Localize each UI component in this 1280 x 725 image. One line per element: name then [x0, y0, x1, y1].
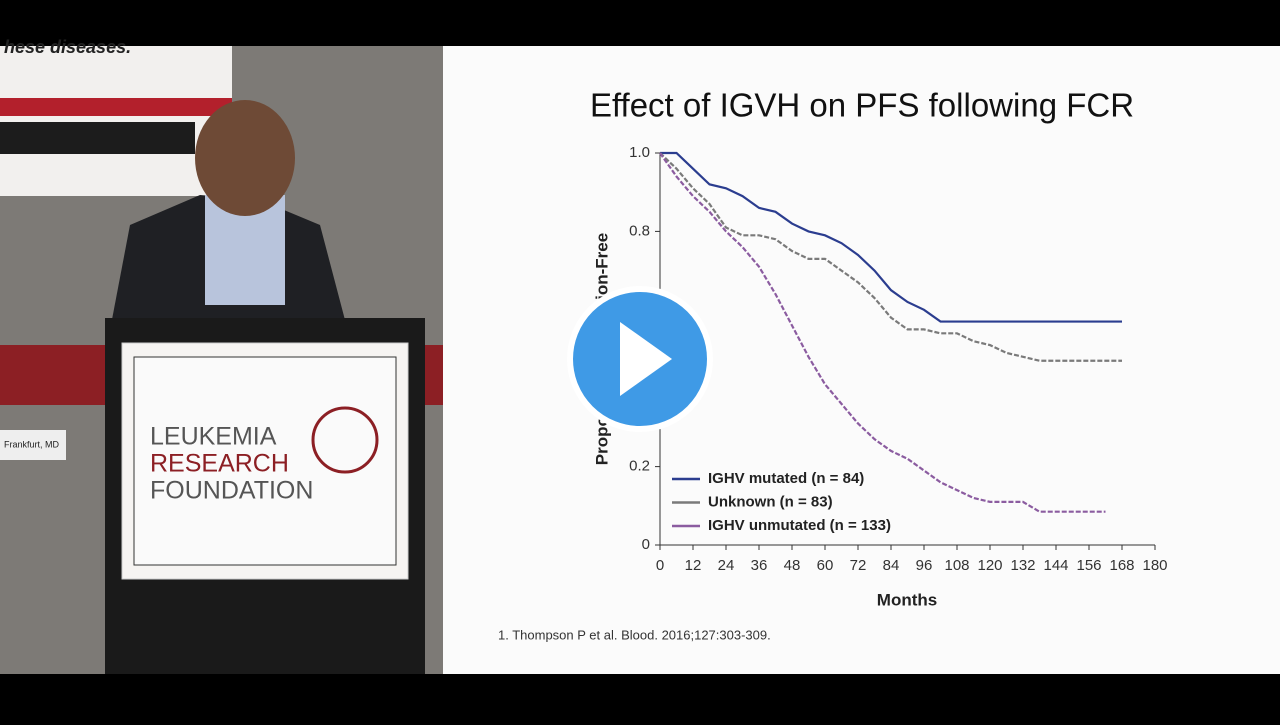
name-card-text: Frankfurt, MD — [4, 439, 60, 449]
logo-text: LEUKEMIA — [150, 423, 277, 451]
x-axis-label: Months — [877, 590, 937, 609]
series-line — [660, 151, 1122, 323]
x-tick-label: 180 — [1142, 557, 1167, 574]
x-tick-label: 0 — [656, 557, 664, 574]
speaker-photo: hese diseases. Frankfurt, MD LEUKEMIA RE… — [0, 37, 443, 674]
legend-label: IGHV mutated (n = 84) — [708, 470, 864, 487]
logo-ring — [311, 406, 379, 474]
y-tick-label: 0 — [642, 536, 650, 553]
x-tick-label: 84 — [883, 557, 900, 574]
banner-stripe — [0, 98, 232, 116]
x-tick-label: 24 — [718, 557, 735, 574]
x-tick-label: 168 — [1109, 557, 1134, 574]
series-line — [659, 152, 1106, 513]
x-tick-label: 132 — [1010, 557, 1035, 574]
x-tick-label: 96 — [916, 557, 933, 574]
y-tick-label: 0.8 — [629, 222, 650, 239]
x-tick-label: 108 — [944, 557, 969, 574]
logo-text: RESEARCH — [150, 450, 289, 478]
x-tick-label: 12 — [685, 557, 702, 574]
name-card — [0, 430, 66, 460]
banner-stripe — [0, 122, 195, 154]
footnote: 1. Thompson P et al. Blood. 2016;127:303… — [498, 627, 771, 642]
x-tick-label: 120 — [977, 557, 1002, 574]
chart-title: Effect of IGVH on PFS following FCR — [590, 87, 1134, 124]
x-tick-label: 36 — [751, 557, 768, 574]
play-icon[interactable] — [620, 322, 672, 396]
x-tick-label: 144 — [1043, 557, 1068, 574]
logo-text: FOUNDATION — [150, 477, 313, 505]
series-line — [659, 152, 1122, 362]
x-tick-label: 156 — [1076, 557, 1101, 574]
x-tick-label: 48 — [784, 557, 801, 574]
speaker-head — [195, 100, 295, 216]
y-tick-label: 1.0 — [629, 144, 650, 161]
x-tick-label: 72 — [850, 557, 867, 574]
banner — [0, 46, 232, 196]
legend-label: IGHV unmutated (n = 133) — [708, 517, 891, 534]
legend-label: Unknown (n = 83) — [708, 493, 833, 510]
banner-text: hese diseases. — [4, 37, 131, 57]
x-tick-label: 60 — [817, 557, 834, 574]
play-button[interactable] — [567, 286, 713, 432]
y-tick-label: 0.2 — [629, 458, 650, 475]
sign-border — [133, 356, 397, 566]
